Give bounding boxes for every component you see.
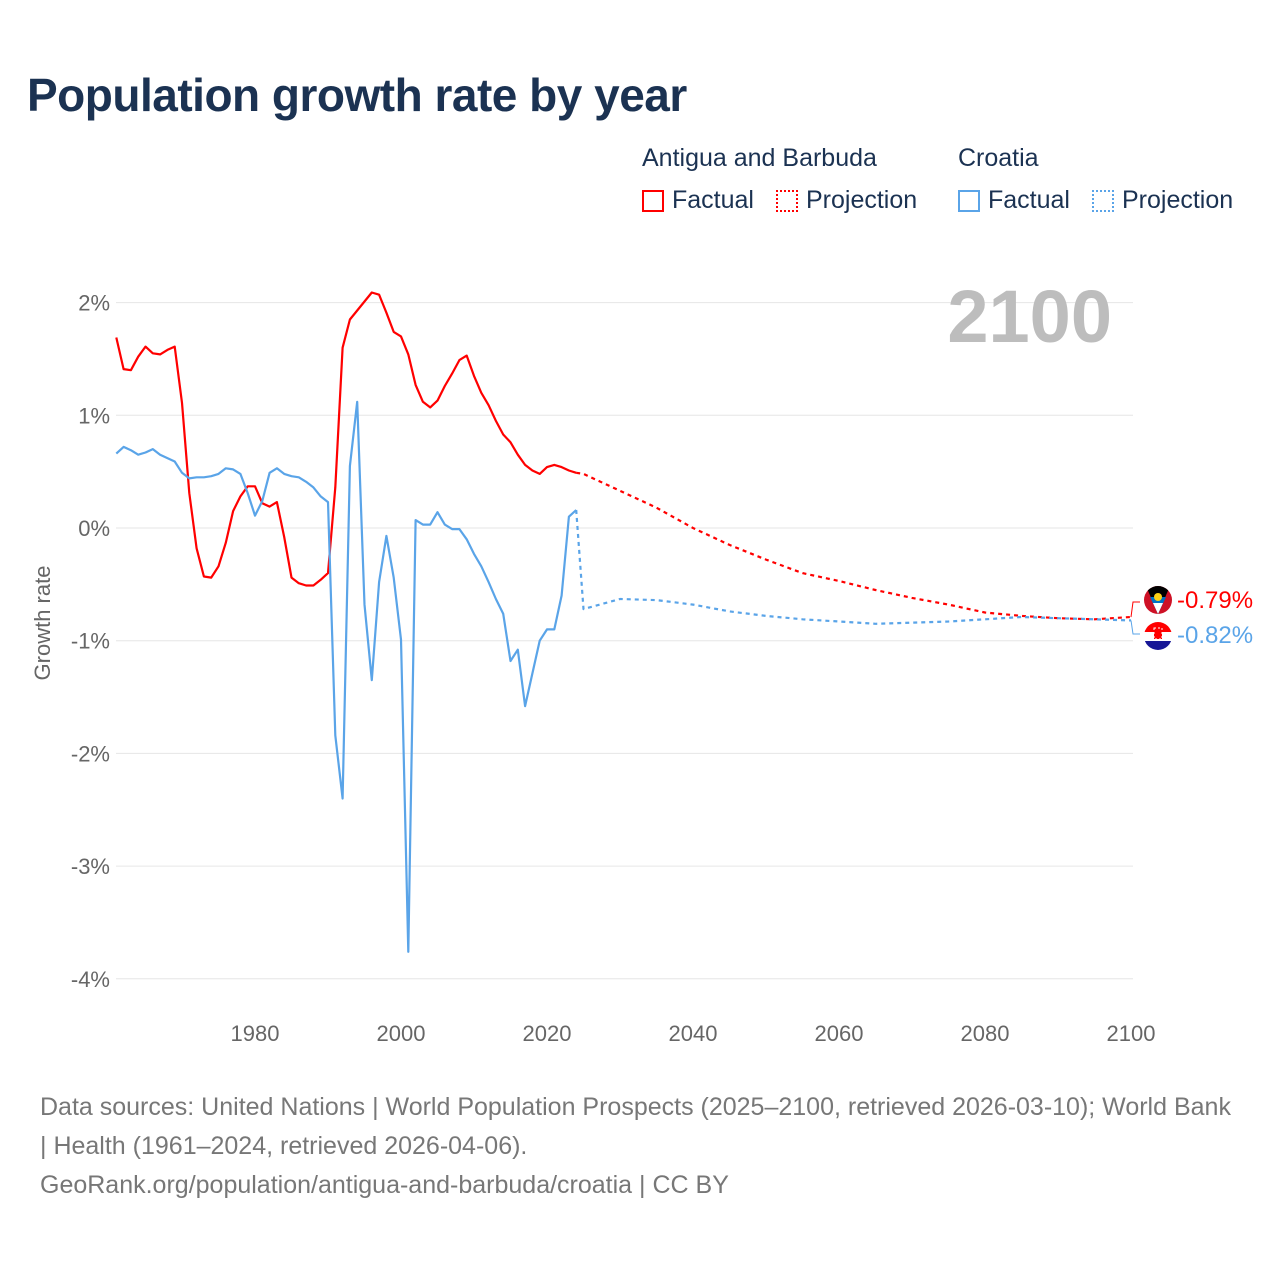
sources-text: Data sources: United Nations | World Pop… xyxy=(40,1093,1231,1160)
croatia-connector xyxy=(1130,620,1140,635)
x-tick-label: 2080 xyxy=(961,1021,1010,1046)
antigua-factual-line xyxy=(115,291,577,587)
legend-label: Projection xyxy=(806,186,918,214)
croatia-flag-icon xyxy=(1144,622,1172,650)
y-tick-label: -3% xyxy=(71,854,110,879)
x-tick-label: 2000 xyxy=(377,1021,426,1046)
legend-label: Projection xyxy=(1122,186,1234,214)
legend-label: Factual xyxy=(672,186,754,214)
solid-swatch-icon xyxy=(958,189,980,212)
legend-group-croatia: Croatia xyxy=(958,144,1039,172)
dotted-swatch-icon xyxy=(776,189,798,212)
x-tick-label: 1980 xyxy=(231,1021,280,1046)
year-watermark: 2100 xyxy=(947,275,1112,358)
x-tick-label: 2060 xyxy=(815,1021,864,1046)
x-tick-label: 2100 xyxy=(1107,1021,1156,1046)
croatia-factual-line xyxy=(115,400,577,953)
antigua-connector xyxy=(1130,601,1140,618)
y-tick-label: -1% xyxy=(71,629,110,654)
line-chart: 2% 1% 0% -1% -2% -3% -4% 1980 2000 2020 2040 2060 20… xyxy=(30,275,1253,1046)
page-title: Population growth rate by year xyxy=(27,69,687,121)
croatia-end-value: -0.82% xyxy=(1177,622,1253,649)
data-sources: Data sources: United Nations | World Pop… xyxy=(40,1088,1240,1205)
y-tick-label: 2% xyxy=(78,291,110,316)
antigua-flag-icon xyxy=(1144,586,1172,614)
y-tick-label: 0% xyxy=(78,516,110,541)
legend-label: Factual xyxy=(988,186,1070,214)
y-tick-label: -2% xyxy=(71,741,110,766)
antigua-end-value: -0.79% xyxy=(1177,587,1253,614)
antigua-projection-line xyxy=(576,471,1132,621)
legend-croatia-projection[interactable]: Projection xyxy=(1092,186,1233,215)
croatia-projection-line xyxy=(575,509,1132,625)
legend-antigua-factual[interactable]: Factual xyxy=(642,186,754,215)
legend-group-antigua: Antigua and Barbuda xyxy=(642,144,877,172)
x-tick-label: 2040 xyxy=(669,1021,718,1046)
y-axis-label: Growth rate xyxy=(30,566,55,681)
dotted-swatch-icon xyxy=(1092,189,1114,212)
y-tick-label: -4% xyxy=(71,967,110,992)
solid-swatch-icon xyxy=(642,189,664,212)
legend-croatia-factual[interactable]: Factual xyxy=(958,186,1070,215)
y-tick-label: 1% xyxy=(78,403,110,428)
legend-antigua-projection[interactable]: Projection xyxy=(776,186,917,215)
license-link[interactable]: GeoRank.org/population/antigua-and-barbu… xyxy=(40,1171,729,1199)
x-tick-label: 2020 xyxy=(523,1021,572,1046)
